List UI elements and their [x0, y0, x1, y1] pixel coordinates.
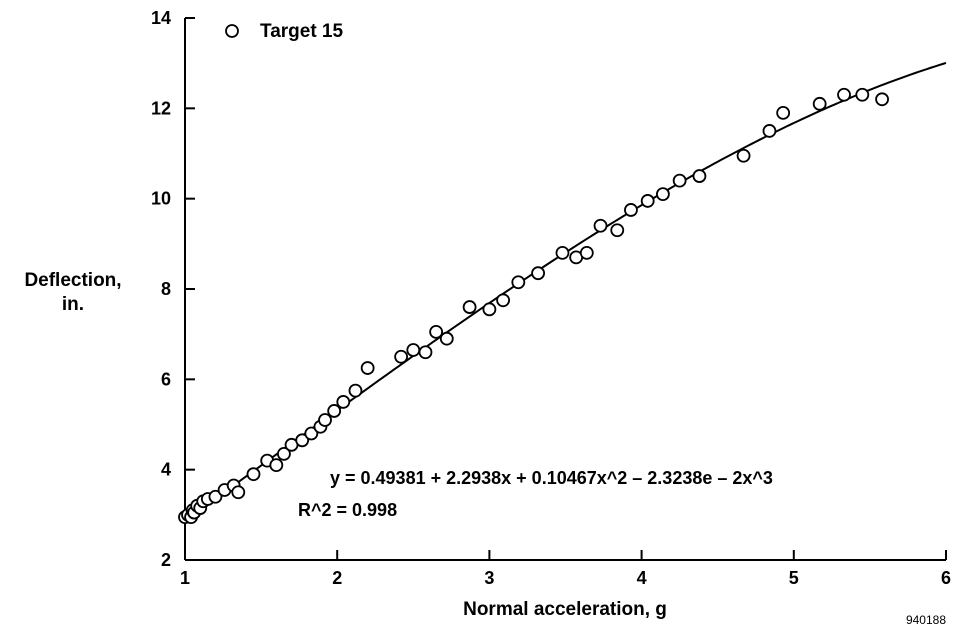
y-tick-label: 4: [161, 460, 171, 480]
data-point: [318, 413, 332, 427]
data-point: [304, 426, 319, 441]
data-point: [348, 383, 363, 398]
x-tick-label: 6: [941, 568, 951, 588]
data-point: [812, 96, 827, 111]
data-point: [762, 124, 777, 138]
data-point: [246, 467, 261, 482]
data-point: [640, 194, 655, 208]
legend-marker: [225, 24, 239, 38]
data-point: [672, 173, 687, 188]
data-point: [837, 87, 851, 102]
y-tick-label: 10: [151, 189, 171, 209]
data-point: [418, 345, 433, 360]
data-point: [610, 223, 625, 238]
data-point: [875, 92, 889, 107]
data-point: [208, 489, 223, 504]
y-axis-title-line2: in.: [62, 294, 84, 315]
y-tick-label: 14: [151, 8, 171, 28]
legend: Target 15: [225, 21, 344, 42]
data-point: [855, 87, 870, 102]
data-point: [579, 245, 594, 260]
data-point: [531, 266, 545, 281]
data-point: [555, 245, 570, 260]
data-point: [429, 325, 444, 339]
x-tick-label: 3: [484, 568, 494, 588]
data-point: [482, 302, 497, 317]
data-point: [511, 275, 526, 290]
y-tick-label: 6: [161, 369, 171, 389]
data-point: [406, 343, 421, 357]
data-point: [360, 361, 375, 375]
data-point: [394, 349, 409, 364]
data-point: [439, 331, 454, 346]
data-point: [231, 485, 246, 500]
data-point: [736, 148, 751, 163]
data-point: [496, 293, 511, 308]
data-point: [462, 300, 477, 314]
data-point: [269, 458, 284, 473]
data-point: [776, 105, 791, 120]
x-axis-title: Normal acceleration, g: [463, 599, 667, 620]
figure-id: 940188: [906, 613, 946, 627]
data-point: [336, 395, 351, 409]
y-axis-title-line1: Deflection,: [24, 270, 121, 291]
x-tick-label: 5: [789, 568, 799, 588]
fit-curve: [184, 61, 947, 522]
data-points: [178, 87, 889, 524]
legend-label: Target 15: [260, 21, 344, 42]
data-point: [327, 404, 342, 418]
x-tick-label: 4: [637, 568, 647, 588]
x-tick-label: 1: [180, 568, 190, 588]
data-point: [295, 433, 310, 448]
y-tick-label: 12: [151, 98, 171, 118]
data-point: [624, 203, 638, 217]
data-point: [277, 446, 291, 461]
y-tick-label: 2: [161, 550, 171, 570]
y-tick-label: 8: [161, 279, 171, 299]
data-point: [692, 169, 707, 183]
r-squared-label: R^2 = 0.998: [298, 500, 397, 520]
regression-equation: y = 0.49381 + 2.2938x + 0.10467x^2 – 2.3…: [330, 468, 773, 488]
data-point: [593, 218, 608, 233]
data-point: [656, 187, 670, 202]
x-tick-label: 2: [332, 568, 342, 588]
